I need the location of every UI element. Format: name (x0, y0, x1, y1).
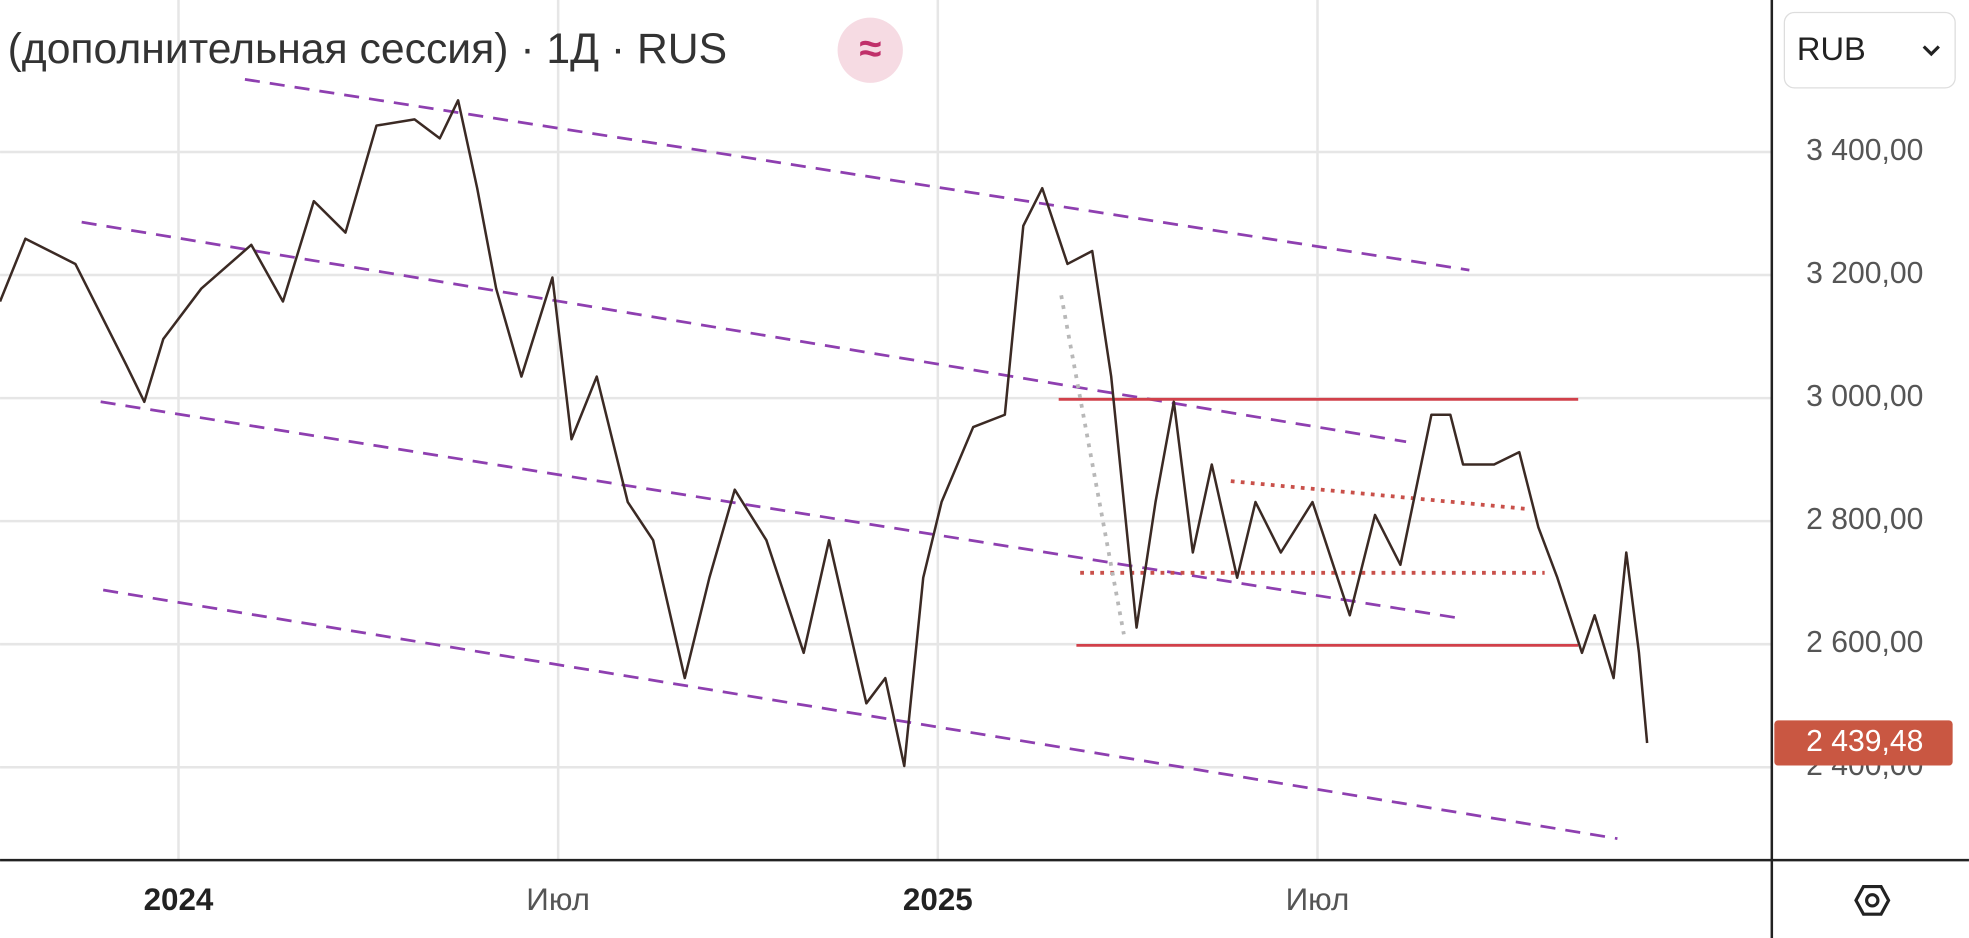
drawings (81, 78, 1618, 840)
y-tick-label: 3 400,00 (1806, 134, 1923, 167)
grid (0, 0, 1771, 861)
last-price-label: 2 439,48 (1806, 725, 1923, 758)
x-tick-label: 2025 (903, 882, 973, 917)
y-tick-label: 2 600,00 (1806, 626, 1923, 659)
axis: 2 400,002 600,002 800,003 000,003 200,00… (144, 134, 1953, 917)
trend-line (100, 400, 1457, 620)
badge: ≈ (859, 26, 881, 71)
last-price-box (1774, 720, 1953, 766)
plot (0, 99, 1649, 768)
x-tick-label: Июл (526, 882, 590, 917)
badge-bg (837, 17, 903, 83)
currency-label[interactable]: RUB (1797, 30, 1866, 67)
trend-line (1059, 294, 1126, 635)
price-line (0, 99, 1649, 768)
dropdown-arrow[interactable] (1922, 45, 1940, 57)
currency-select[interactable] (1783, 11, 1956, 89)
trend-line (1230, 479, 1526, 511)
x-tick-label: Июл (1286, 882, 1350, 917)
settings-hex[interactable] (1854, 884, 1891, 916)
y-tick-label: 3 200,00 (1806, 257, 1923, 290)
y-tick-label: 3 000,00 (1806, 380, 1923, 413)
settings-dot[interactable] (1865, 893, 1880, 908)
trend-line (244, 78, 1470, 272)
chart-title: (дополнительная сессия) · 1Д · RUS (8, 25, 728, 73)
trend-line (102, 588, 1618, 840)
x-tick-label: 2024 (144, 882, 214, 917)
y-tick-label: 2 800,00 (1806, 503, 1923, 536)
settings-icon[interactable] (1854, 884, 1891, 916)
trend-line (81, 220, 1407, 444)
